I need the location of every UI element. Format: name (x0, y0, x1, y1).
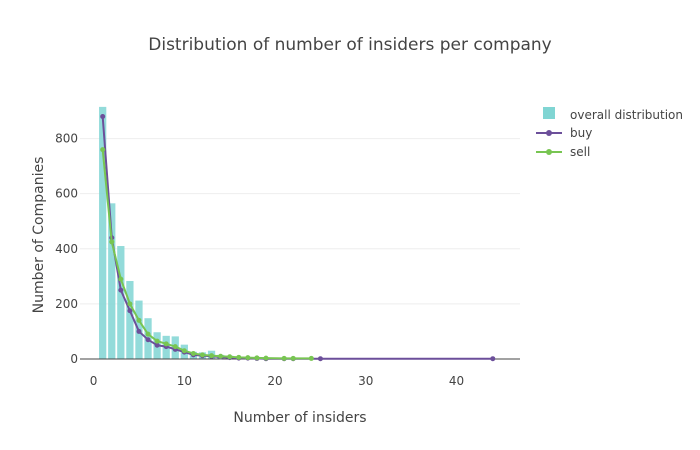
point-sell-12[interactable] (199, 352, 205, 358)
legend-item-sell[interactable]: sell (536, 145, 590, 159)
point-sell-17[interactable] (245, 355, 251, 361)
y-tick-label-400: 400 (55, 242, 78, 256)
point-sell-14[interactable] (218, 353, 224, 359)
grid-lines (80, 138, 520, 305)
point-sell-6[interactable] (145, 331, 151, 337)
point-buy-6[interactable] (145, 337, 151, 343)
bar-1[interactable] (99, 106, 107, 359)
y-tick-label-0: 0 (70, 352, 78, 366)
point-buy-44[interactable] (490, 356, 496, 362)
point-sell-19[interactable] (263, 355, 269, 361)
y-axis-ticks: 0 200 400 600 800 (55, 132, 78, 366)
bar-2[interactable] (108, 203, 116, 359)
y-tick-label-800: 800 (55, 132, 78, 146)
x-tick-label-40: 40 (449, 374, 464, 388)
point-sell-9[interactable] (172, 344, 178, 350)
point-sell-22[interactable] (290, 355, 296, 361)
legend-item-overall-distribution[interactable]: overall distribution (543, 107, 683, 122)
point-sell-8[interactable] (163, 341, 169, 347)
point-sell-18[interactable] (254, 355, 260, 361)
legend-item-buy[interactable]: buy (536, 126, 592, 140)
point-sell-11[interactable] (190, 350, 196, 356)
x-tick-label-30: 30 (358, 374, 373, 388)
point-sell-16[interactable] (236, 354, 242, 360)
bar-3[interactable] (117, 246, 125, 359)
point-sell-3[interactable] (118, 276, 124, 282)
y-axis-title: Number of Companies (31, 157, 47, 314)
legend-swatch-bars (543, 107, 555, 119)
point-buy-1[interactable] (100, 114, 106, 120)
legend-label-overall-distribution: overall distribution (570, 108, 683, 122)
point-sell-21[interactable] (281, 355, 287, 361)
point-sell-7[interactable] (154, 338, 160, 344)
point-sell-4[interactable] (127, 301, 133, 307)
point-buy-4[interactable] (127, 308, 133, 314)
legend-label-sell: sell (570, 145, 590, 159)
point-sell-13[interactable] (209, 353, 215, 359)
point-buy-7[interactable] (154, 342, 160, 348)
x-axis-title: Number of insiders (233, 410, 366, 426)
legend-label-buy: buy (570, 126, 592, 140)
point-sell-24[interactable] (308, 355, 314, 361)
y-tick-label-200: 200 (55, 297, 78, 311)
point-buy-3[interactable] (118, 287, 124, 293)
x-axis-ticks: 0 10 20 30 40 (90, 374, 464, 388)
point-buy-25[interactable] (317, 356, 323, 362)
point-sell-10[interactable] (181, 348, 187, 354)
line-sell[interactable] (101, 149, 312, 360)
legend-swatch-sell-marker (546, 149, 552, 155)
legend[interactable]: overall distribution buy sell (536, 107, 683, 159)
x-tick-label-0: 0 (90, 374, 98, 388)
point-buy-5[interactable] (136, 328, 142, 334)
line-series (100, 114, 496, 362)
legend-swatch-buy-marker (546, 130, 552, 136)
chart-title: Distribution of number of insiders per c… (148, 35, 551, 55)
bar-4[interactable] (126, 281, 134, 359)
point-sell-2[interactable] (109, 239, 115, 245)
point-sell-5[interactable] (136, 317, 142, 323)
point-sell-1[interactable] (100, 147, 106, 153)
point-sell-15[interactable] (227, 354, 233, 360)
x-tick-label-20: 20 (267, 374, 282, 388)
y-tick-label-600: 600 (55, 187, 78, 201)
x-tick-label-10: 10 (177, 374, 192, 388)
